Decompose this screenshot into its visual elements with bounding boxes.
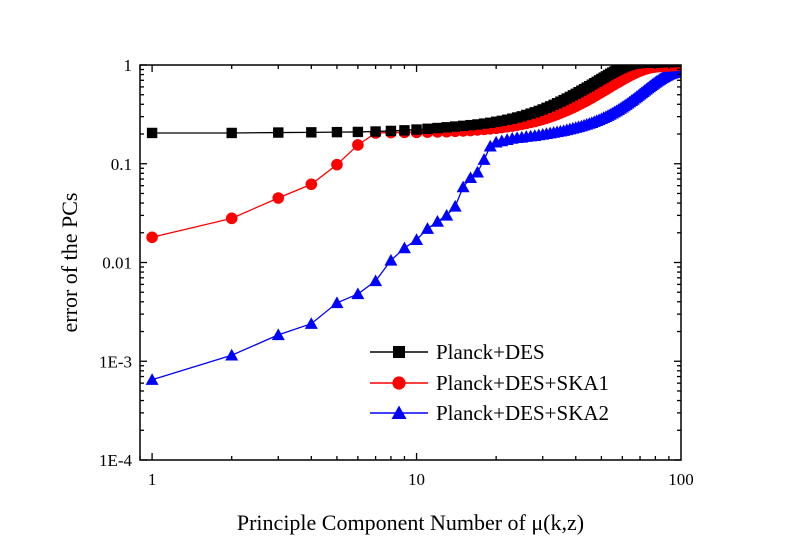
data-point: [464, 171, 478, 184]
y-tick-label: 0.1: [111, 155, 132, 174]
legend-label-planck-des-ska1: Planck+DES+SKA1: [436, 371, 609, 395]
data-point: [397, 241, 411, 254]
legend-marker-triangle-icon: [391, 405, 407, 419]
data-point: [399, 125, 410, 136]
data-point: [456, 180, 470, 193]
data-point: [430, 215, 444, 227]
data-point: [145, 373, 159, 385]
data-point: [470, 165, 484, 178]
ticks-layer: 1 10 100 1E-4 1E-3 0.01 0.1 1: [99, 56, 694, 489]
data-point: [496, 115, 507, 127]
legend: Planck+DES Planck+DES+SKA1 Planck+DES+SK…: [370, 340, 609, 425]
x-tick-label: 1: [148, 470, 157, 489]
legend-label-planck-des-ska2: Planck+DES+SKA2: [436, 401, 609, 425]
x-tick-label: 10: [408, 470, 425, 489]
data-point: [306, 127, 317, 138]
legend-item-planck-des-ska1: Planck+DES+SKA1: [370, 371, 609, 395]
legend-item-planck-des: Planck+DES: [370, 340, 545, 364]
data-point: [483, 139, 497, 152]
data-point: [422, 123, 433, 134]
data-point: [385, 125, 397, 137]
data-point: [225, 212, 238, 225]
data-point: [448, 199, 462, 212]
data-point: [273, 127, 284, 138]
data-point: [675, 65, 681, 67]
y-tick-label: 0.01: [102, 254, 132, 273]
data-point: [478, 118, 490, 129]
legend-label-planck-des: Planck+DES: [436, 340, 545, 364]
data-point: [384, 253, 398, 266]
series-planck-des-ska1: [146, 65, 681, 244]
series-planck-des: [146, 65, 681, 139]
data-point: [472, 119, 483, 130]
legend-marker: [392, 376, 406, 390]
data-point: [330, 296, 344, 309]
legend-marker-circle-icon: [392, 376, 406, 390]
data-point: [420, 222, 434, 234]
data-point: [449, 121, 461, 132]
y-tick-label: 1E-4: [99, 451, 133, 470]
data-point: [457, 120, 469, 132]
data-point: [226, 127, 237, 139]
data-point: [369, 274, 383, 287]
data-point: [432, 122, 443, 134]
y-axis-title: error of the PCs: [57, 193, 82, 333]
legend-marker-square-icon: [393, 346, 405, 358]
data-point: [411, 124, 422, 135]
legend-marker: [391, 405, 407, 419]
x-tick-label: 100: [668, 470, 694, 489]
data-layer: [145, 65, 681, 385]
data-point: [440, 208, 454, 221]
x-axis-title: Principle Component Number of μ(k,z): [237, 510, 584, 535]
data-point: [146, 231, 158, 244]
data-point: [441, 122, 452, 133]
legend-marker: [393, 346, 405, 358]
data-point: [410, 233, 424, 245]
data-point: [331, 158, 343, 171]
data-point: [352, 126, 364, 138]
series-planck-des-ska2: [145, 65, 681, 385]
data-point: [352, 139, 364, 151]
y-tick-label: 1E-3: [99, 352, 132, 371]
data-point: [477, 153, 491, 165]
data-point: [490, 116, 502, 127]
y-tick-label: 1: [124, 56, 133, 75]
data-point: [146, 127, 158, 139]
data-point: [465, 119, 476, 131]
data-point: [272, 192, 285, 204]
data-point: [305, 178, 318, 191]
data-point: [370, 126, 381, 137]
data-point: [271, 328, 285, 341]
data-point: [485, 117, 496, 128]
data-point: [331, 126, 343, 138]
data-point: [304, 317, 318, 329]
data-point: [225, 348, 239, 361]
data-point: [351, 287, 365, 300]
legend-item-planck-des-ska2: Planck+DES+SKA2: [370, 401, 609, 425]
